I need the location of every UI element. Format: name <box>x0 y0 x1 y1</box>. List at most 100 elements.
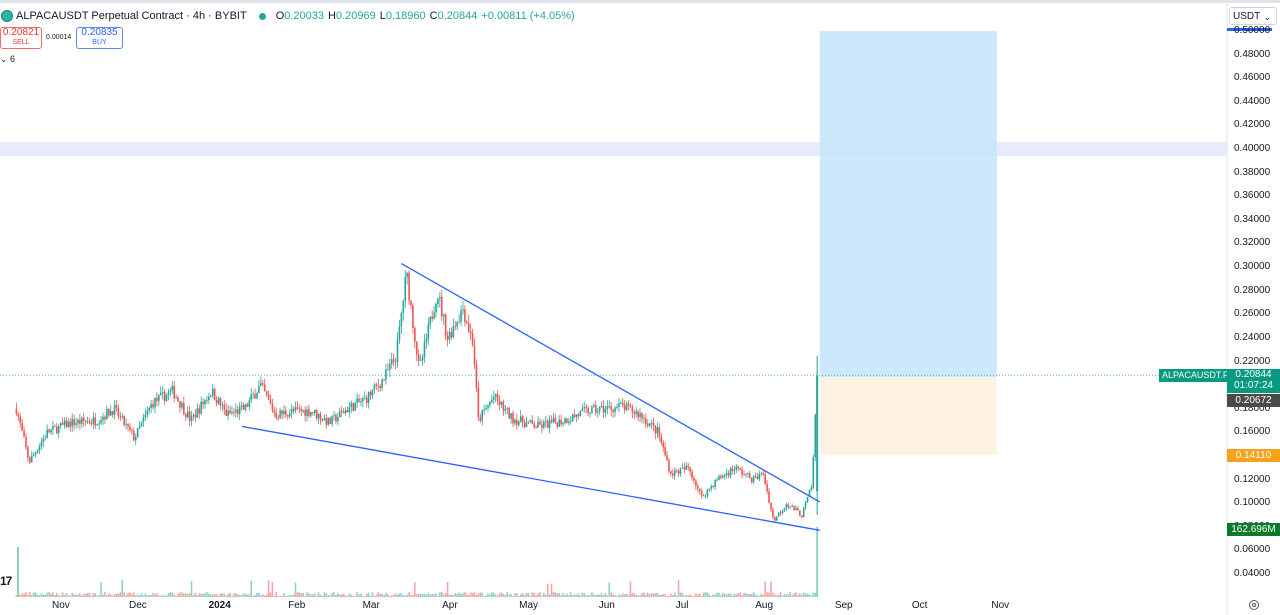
candle-body <box>15 408 18 415</box>
candle-body <box>754 476 757 478</box>
volume-bar <box>136 594 139 597</box>
volume-bar <box>40 593 43 597</box>
candle-body <box>489 402 491 406</box>
candle-body <box>358 398 360 403</box>
volume-bar <box>379 593 381 597</box>
volume-bar <box>516 593 518 597</box>
candle-body <box>92 417 95 424</box>
candle-body <box>471 333 474 346</box>
candle-body <box>156 398 158 402</box>
volume-bar <box>327 595 330 597</box>
candle-body <box>573 414 576 417</box>
volume-bar <box>752 592 755 597</box>
volume-bar <box>196 595 199 597</box>
candle-body <box>423 341 426 357</box>
volume-bar <box>181 592 183 597</box>
sell-price: 0.20821 <box>2 27 40 38</box>
candle-body <box>400 312 403 327</box>
volume-bar <box>452 595 455 597</box>
candle-body <box>308 409 310 416</box>
symbol-price-label: ALPACAUSDT.P <box>1159 369 1232 382</box>
candle-body <box>142 417 145 423</box>
volume-bar <box>643 592 645 597</box>
volume-bar <box>735 594 738 597</box>
candle-body <box>250 394 253 401</box>
candle-body <box>98 423 100 425</box>
candle-body <box>677 470 680 474</box>
volume-bar <box>73 594 75 597</box>
y-tick-label: 0.26000 <box>1234 308 1271 320</box>
volume-bar <box>631 592 634 597</box>
candle-body <box>71 419 73 427</box>
candle-body <box>450 331 453 338</box>
volume-bar <box>469 592 472 597</box>
volume-bar <box>806 593 809 597</box>
volume-bar <box>317 592 320 597</box>
candle-body <box>310 412 312 416</box>
volume-bar <box>781 595 784 597</box>
candle-body <box>119 416 122 417</box>
volume-bar <box>194 592 197 597</box>
candle-body <box>560 419 562 425</box>
candle-body <box>758 473 761 480</box>
chart-title[interactable]: ALPACAUSDT Perpetual Contract · 4h · BYB… <box>16 10 247 22</box>
volume-bar <box>134 595 137 597</box>
buy-button[interactable]: 0.20835 BUY <box>76 27 123 49</box>
sell-button[interactable]: 0.20821 SELL <box>0 27 42 49</box>
volume-bar <box>337 593 339 597</box>
volume-bar <box>94 593 97 597</box>
settings-icon[interactable] <box>1249 600 1259 610</box>
candle-body <box>625 403 628 410</box>
candle-body <box>385 369 387 380</box>
volume-bar <box>450 594 453 597</box>
volume-bar <box>645 594 647 597</box>
volume-bar <box>242 593 245 597</box>
candle-body <box>304 409 306 416</box>
candle-body <box>623 405 626 410</box>
open-label: O <box>275 10 285 22</box>
candle-body <box>691 471 693 479</box>
candle-body <box>554 417 557 423</box>
candle-body <box>448 331 451 340</box>
candle-body <box>485 408 487 410</box>
volume-bar <box>575 594 578 597</box>
volume-bar <box>683 595 686 597</box>
volume-bar <box>591 592 593 597</box>
candle-body <box>768 491 770 503</box>
volume-bar <box>288 595 291 597</box>
volume-bar <box>159 595 162 597</box>
candle-body <box>286 414 289 417</box>
candle-body <box>483 409 485 411</box>
volume-bar <box>190 580 193 597</box>
currency-select[interactable]: USDT ⌄ <box>1229 7 1277 25</box>
indicators-toggle[interactable]: ⌄ 6 <box>0 54 16 64</box>
volume-bar <box>685 594 688 597</box>
volume-bar <box>660 594 663 597</box>
volume-bar <box>25 592 27 597</box>
volume-bar <box>283 593 285 597</box>
volume-bar <box>491 592 493 597</box>
chevron-down-icon: ⌄ <box>1263 12 1271 22</box>
candle-body <box>263 384 266 392</box>
y-tick-label: 0.46000 <box>1234 72 1271 84</box>
candle-body <box>631 406 634 413</box>
candle-body <box>539 421 541 425</box>
volume-bar <box>396 594 399 597</box>
candle-body <box>745 473 747 475</box>
volume-bar <box>804 593 807 597</box>
candle-body <box>737 466 740 468</box>
candle-body <box>298 408 301 410</box>
candle-body <box>350 403 353 408</box>
y-tick-label: 0.36000 <box>1234 190 1271 202</box>
volume-bar <box>454 593 457 597</box>
volume-bar <box>718 592 720 597</box>
volume-bar <box>433 594 435 597</box>
volume-bar <box>342 593 345 597</box>
volume-bar <box>344 595 347 597</box>
candle-body <box>271 403 274 411</box>
candle-body <box>473 345 476 365</box>
candle-body <box>186 411 189 417</box>
candle-body <box>48 429 50 433</box>
volume-bar <box>36 594 39 597</box>
